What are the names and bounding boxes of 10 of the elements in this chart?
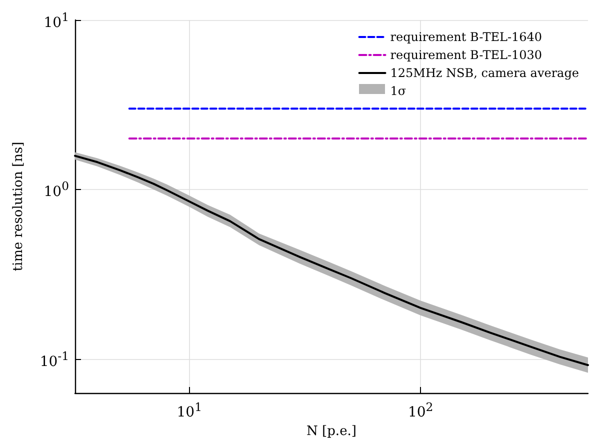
y-tick-label: 10$^{-1}$ [40,348,69,370]
legend-label: requirement B-TEL-1030 [390,48,542,62]
annotation: 1σ [390,84,406,98]
legend-label: requirement B-TEL-1640 [390,30,542,44]
x-axis-title: N [p.e.] [306,424,356,439]
y-tick-label: 10$^{1}$ [44,9,69,31]
legend-label: 125MHz NSB, camera average [390,66,580,80]
y-tick-label: 10$^{0}$ [44,178,69,200]
x-tick-label: 10$^{2}$ [408,399,434,421]
y-axis-title: time resolution [ns] [11,142,26,272]
